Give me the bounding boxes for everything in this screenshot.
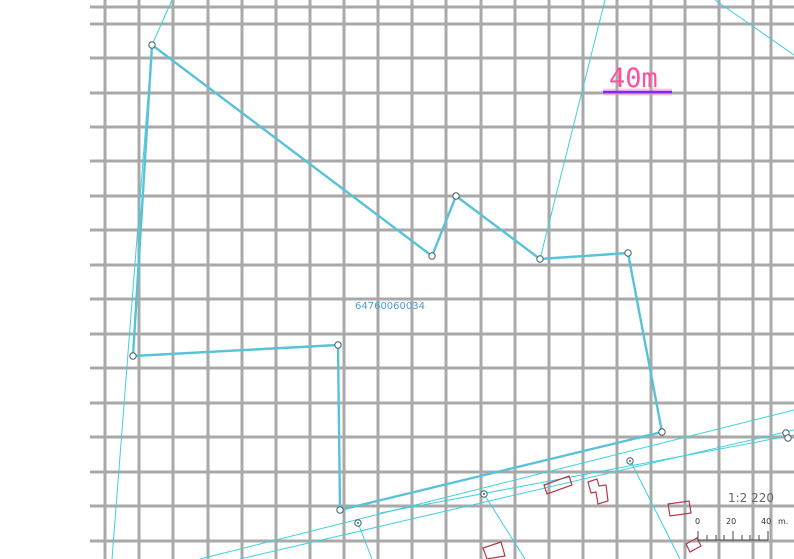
vertex-marker (129, 352, 137, 360)
measurement-annotation: 40m (603, 63, 672, 96)
map-scale: 1:2 220 0 20 40 m. (695, 491, 788, 541)
buildings (482, 475, 702, 559)
measurement-label: 40m (609, 63, 658, 94)
parcel-boundary[interactable] (131, 43, 664, 512)
vertex-marker (658, 428, 666, 436)
scale-tick-label: 0 (695, 517, 700, 526)
vertex-marker (784, 434, 792, 442)
building-outline (685, 537, 702, 553)
parcel-id-label: 64760060034 (355, 301, 425, 312)
vertex-marker (624, 249, 632, 257)
parcel-vertices (129, 41, 792, 527)
scale-tick-label: 20 (726, 517, 736, 526)
vertex-marker (148, 41, 156, 49)
building-outline (587, 478, 609, 505)
scale-ratio: 1:2 220 (728, 491, 774, 505)
scale-unit: m. (778, 517, 788, 526)
vertex-marker (336, 506, 344, 514)
vertex-marker (334, 341, 342, 349)
scale-bar (697, 531, 769, 541)
building-outline (482, 541, 506, 559)
building-outline (543, 475, 573, 495)
map-grid (90, 0, 794, 559)
building-outline (667, 500, 692, 517)
vertex-marker (536, 255, 544, 263)
cadastral-lines (111, 0, 794, 559)
vertex-marker (428, 252, 436, 260)
vertex-marker (452, 192, 460, 200)
scale-tick-label: 40 (761, 517, 771, 526)
